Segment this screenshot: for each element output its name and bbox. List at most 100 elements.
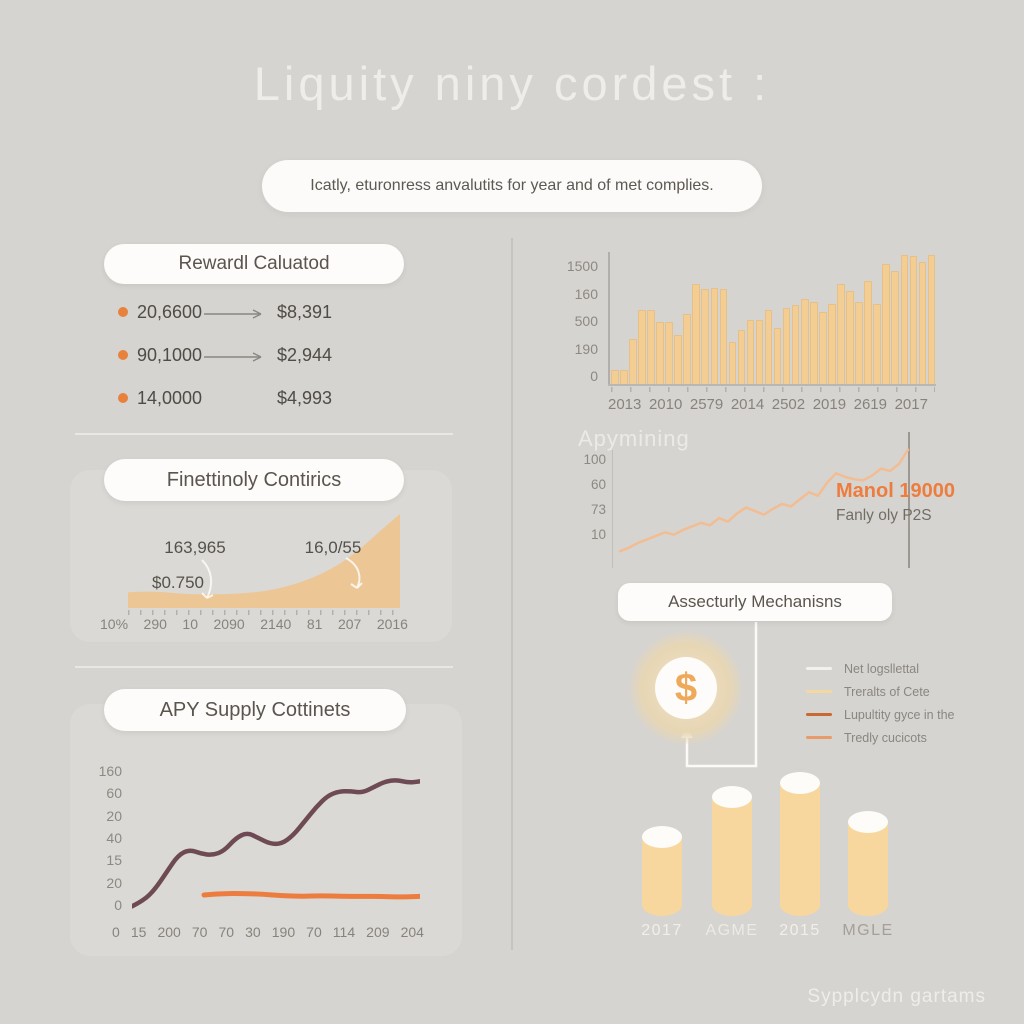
tick-label: 2619 bbox=[853, 396, 887, 413]
volume-bar bbox=[927, 254, 936, 384]
cylinder-top bbox=[780, 772, 820, 794]
legend-swatch bbox=[806, 713, 832, 716]
volume-bar bbox=[629, 339, 637, 384]
mining-primary-label: Manol 19000 bbox=[836, 480, 955, 502]
area-section-header: Finettinoly Contirics bbox=[104, 459, 404, 501]
tick-label: 1500 bbox=[566, 258, 598, 274]
apy-section-card bbox=[70, 704, 462, 956]
area-header-text: Finettinoly Contirics bbox=[166, 468, 342, 491]
reward-amount: 90,1000 bbox=[137, 345, 203, 365]
tick-label: 160 bbox=[574, 285, 598, 302]
tick-label: 2014 bbox=[730, 396, 765, 413]
mining-y-axis-labels: 100 60 73 10 bbox=[576, 452, 606, 542]
cylinder-bar bbox=[848, 822, 888, 916]
volume-bar bbox=[837, 284, 845, 384]
area-annotation-3: 16,0/55 bbox=[304, 538, 362, 557]
tick-label: 204 bbox=[400, 924, 424, 940]
legend-label: Net logsllettal bbox=[844, 661, 920, 676]
tick-label: 2502 bbox=[771, 396, 806, 413]
volume-bar bbox=[846, 290, 854, 384]
reward-rows: 20,6600 $8,391 90,1000 $2,944 14,0000 $4,993 bbox=[104, 293, 449, 422]
tick-label: 190 bbox=[271, 924, 296, 940]
tick-label: 70 bbox=[191, 924, 208, 940]
tick-label: 2016 bbox=[376, 616, 408, 632]
volume-bar bbox=[819, 311, 827, 384]
volume-bar bbox=[900, 254, 909, 384]
tick-label: 0 bbox=[590, 368, 598, 384]
tick-label: 2017 bbox=[894, 396, 928, 413]
tick-label: 20 bbox=[106, 807, 122, 824]
mining-line-chart bbox=[618, 448, 910, 553]
mining-y-axis-line bbox=[612, 450, 613, 568]
curved-arrow-icon bbox=[345, 557, 363, 589]
mechanisms-section-header: Assecturly Mechanisns bbox=[618, 583, 892, 621]
cylinder-bar bbox=[642, 837, 682, 916]
volume-bar bbox=[855, 302, 863, 384]
legend-swatch bbox=[806, 667, 832, 670]
volume-y-axis-labels: 1500 160 500 190 0 bbox=[556, 258, 598, 384]
tick-label: 160 bbox=[98, 763, 122, 779]
reward-amount: 20,6600 bbox=[137, 302, 203, 322]
reward-row: 90,1000 $2,944 bbox=[104, 336, 449, 379]
bullet-icon bbox=[118, 307, 128, 317]
volume-bar bbox=[891, 270, 899, 384]
vertical-divider bbox=[511, 238, 513, 950]
volume-bar bbox=[764, 310, 773, 384]
reward-header-text: Rewardl Caluatod bbox=[178, 253, 330, 274]
page-title: Liquity niny cordest : bbox=[253, 57, 771, 110]
reward-amount: 14,0000 bbox=[137, 388, 203, 408]
reward-value: $2,944 bbox=[277, 345, 333, 365]
apy-main-line bbox=[132, 778, 420, 909]
reward-value: $4,993 bbox=[277, 388, 333, 408]
tick-label: 70 bbox=[306, 924, 322, 940]
reward-section-header: Rewardl Caluatod bbox=[104, 244, 404, 284]
volume-bar bbox=[710, 287, 719, 384]
cylinder-top bbox=[848, 811, 888, 833]
volume-bar bbox=[611, 369, 619, 384]
legend-item: Lupultity gyce in the bbox=[806, 706, 955, 723]
volume-y-axis-line bbox=[608, 252, 610, 385]
legend-label: Tredly cucicots bbox=[844, 730, 927, 745]
tick-label: 73 bbox=[590, 502, 606, 517]
volume-bar bbox=[728, 342, 737, 384]
tick-label: 2019 bbox=[812, 396, 847, 413]
volume-bar bbox=[620, 369, 628, 384]
curved-arrow-icon bbox=[201, 559, 214, 599]
volume-bar bbox=[782, 307, 791, 384]
volume-bar bbox=[873, 303, 881, 384]
tick-label: 190 bbox=[574, 340, 598, 357]
reward-value: $8,391 bbox=[277, 302, 333, 322]
volume-bar bbox=[909, 256, 918, 384]
legend-swatch bbox=[806, 690, 832, 693]
mining-section-title: Apymining bbox=[578, 426, 690, 451]
tick-label: 0 bbox=[112, 924, 120, 940]
tick-label: 40 bbox=[106, 829, 122, 846]
volume-bar bbox=[719, 289, 728, 384]
tick-label: 2090 bbox=[213, 616, 245, 632]
tick-label: 2579 bbox=[689, 396, 724, 413]
legend-item: Treralts of Cete bbox=[806, 683, 955, 700]
area-x-axis-labels: 10% 290 10 2090 2140 81 207 2016 bbox=[100, 616, 408, 632]
bullet-icon bbox=[118, 393, 128, 403]
volume-baseline bbox=[608, 384, 936, 386]
cylinder-label: 2017 bbox=[641, 922, 683, 939]
cylinder-label: AGME bbox=[705, 922, 759, 939]
volume-bar bbox=[882, 264, 890, 384]
volume-bar bbox=[692, 284, 700, 384]
area-annotation-1: 163,965 bbox=[164, 538, 226, 557]
tick-label: 60 bbox=[106, 785, 122, 802]
volume-bar bbox=[683, 314, 691, 384]
cylinder-label: 2015 bbox=[779, 922, 821, 939]
legend-swatch bbox=[806, 736, 832, 739]
apy-x-axis-labels: 0 15 200 70 70 30 190 70 114 209 204 bbox=[112, 924, 424, 940]
tick-label: 10% bbox=[100, 616, 129, 632]
volume-bar bbox=[665, 322, 673, 384]
volume-bar bbox=[810, 302, 818, 384]
tick-label: 114 bbox=[332, 924, 356, 940]
area-axis-ticks bbox=[128, 610, 404, 615]
apy-header-text: APY Supply Cottinets bbox=[159, 698, 351, 721]
volume-bar bbox=[791, 305, 800, 384]
volume-x-axis-labels: 2013 2010 2579 2014 2502 2019 2619 2017 bbox=[608, 396, 928, 413]
tick-label: 15 bbox=[106, 852, 122, 869]
